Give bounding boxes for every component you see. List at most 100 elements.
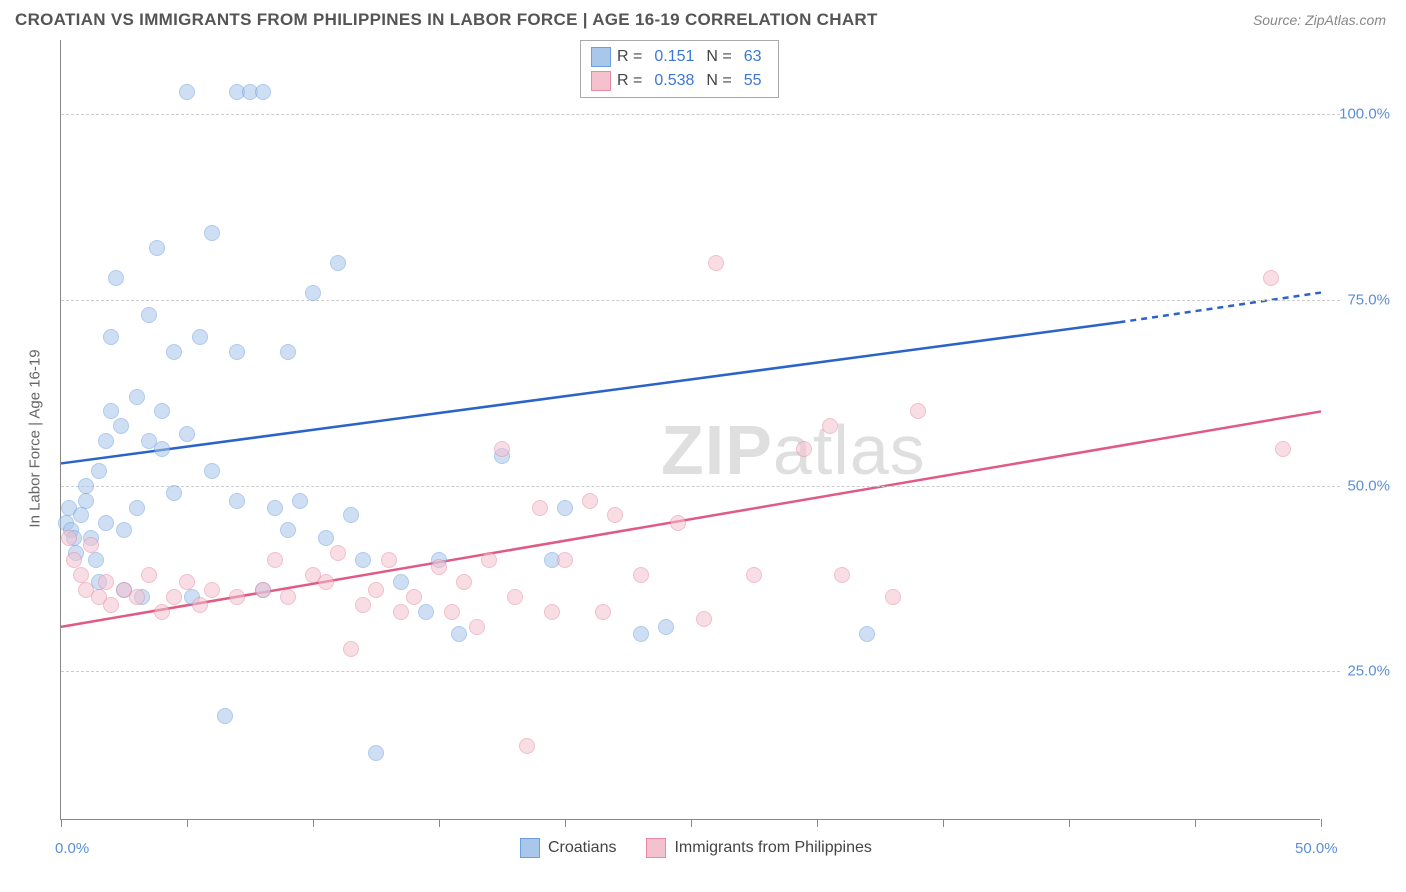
r-label: R = bbox=[617, 72, 642, 90]
data-point bbox=[91, 463, 107, 479]
data-point bbox=[406, 589, 422, 605]
x-axis-min-label: 0.0% bbox=[55, 840, 89, 857]
data-point bbox=[98, 515, 114, 531]
x-tick bbox=[439, 819, 440, 827]
stats-row: R =0.151N =63 bbox=[591, 45, 768, 69]
data-point bbox=[834, 567, 850, 583]
data-point bbox=[66, 552, 82, 568]
data-point bbox=[381, 552, 397, 568]
data-point bbox=[1263, 270, 1279, 286]
trend-line-extrapolated bbox=[1119, 293, 1321, 323]
r-value: 0.151 bbox=[648, 48, 700, 66]
gridline-h bbox=[61, 671, 1340, 672]
n-value: 55 bbox=[738, 72, 768, 90]
x-tick bbox=[817, 819, 818, 827]
data-point bbox=[129, 500, 145, 516]
data-point bbox=[141, 307, 157, 323]
data-point bbox=[179, 574, 195, 590]
data-point bbox=[330, 255, 346, 271]
data-point bbox=[179, 426, 195, 442]
chart-title: CROATIAN VS IMMIGRANTS FROM PHILIPPINES … bbox=[15, 10, 878, 30]
data-point bbox=[78, 478, 94, 494]
data-point bbox=[305, 285, 321, 301]
data-point bbox=[330, 545, 346, 561]
y-tick-label: 100.0% bbox=[1339, 106, 1390, 123]
data-point bbox=[108, 270, 124, 286]
data-point bbox=[418, 604, 434, 620]
data-point bbox=[456, 574, 472, 590]
data-point bbox=[696, 611, 712, 627]
data-point bbox=[204, 225, 220, 241]
data-point bbox=[229, 344, 245, 360]
y-tick-label: 50.0% bbox=[1347, 477, 1390, 494]
data-point bbox=[129, 589, 145, 605]
data-point bbox=[204, 463, 220, 479]
x-tick bbox=[1195, 819, 1196, 827]
r-label: R = bbox=[617, 48, 642, 66]
data-point bbox=[255, 84, 271, 100]
data-point bbox=[910, 403, 926, 419]
data-point bbox=[166, 485, 182, 501]
data-point bbox=[557, 500, 573, 516]
data-point bbox=[229, 589, 245, 605]
data-point bbox=[229, 493, 245, 509]
x-tick bbox=[1069, 819, 1070, 827]
data-point bbox=[166, 344, 182, 360]
plot-area: ZIPatlas 25.0%50.0%75.0%100.0% bbox=[60, 40, 1320, 820]
data-point bbox=[658, 619, 674, 635]
data-point bbox=[633, 567, 649, 583]
gridline-h bbox=[61, 486, 1340, 487]
data-point bbox=[481, 552, 497, 568]
data-point bbox=[393, 604, 409, 620]
data-point bbox=[154, 441, 170, 457]
data-point bbox=[582, 493, 598, 509]
data-point bbox=[318, 574, 334, 590]
data-point bbox=[355, 597, 371, 613]
data-point bbox=[355, 552, 371, 568]
data-point bbox=[103, 329, 119, 345]
data-point bbox=[154, 604, 170, 620]
watermark: ZIPatlas bbox=[661, 410, 926, 490]
data-point bbox=[292, 493, 308, 509]
x-tick bbox=[943, 819, 944, 827]
data-point bbox=[179, 84, 195, 100]
data-point bbox=[149, 240, 165, 256]
data-point bbox=[113, 418, 129, 434]
data-point bbox=[61, 530, 77, 546]
x-tick bbox=[187, 819, 188, 827]
data-point bbox=[88, 552, 104, 568]
n-label: N = bbox=[706, 72, 731, 90]
data-point bbox=[746, 567, 762, 583]
data-point bbox=[78, 493, 94, 509]
trend-line bbox=[61, 411, 1321, 626]
x-tick bbox=[691, 819, 692, 827]
legend-swatch bbox=[591, 71, 611, 91]
data-point bbox=[822, 418, 838, 434]
data-point bbox=[393, 574, 409, 590]
data-point bbox=[557, 552, 573, 568]
data-point bbox=[98, 433, 114, 449]
y-tick-label: 75.0% bbox=[1347, 292, 1390, 309]
n-value: 63 bbox=[738, 48, 768, 66]
data-point bbox=[451, 626, 467, 642]
data-point bbox=[368, 745, 384, 761]
source-attribution: Source: ZipAtlas.com bbox=[1253, 12, 1386, 28]
data-point bbox=[519, 738, 535, 754]
data-point bbox=[444, 604, 460, 620]
watermark-bold: ZIP bbox=[661, 411, 773, 489]
data-point bbox=[98, 574, 114, 590]
data-point bbox=[116, 522, 132, 538]
data-point bbox=[192, 597, 208, 613]
data-point bbox=[708, 255, 724, 271]
data-point bbox=[507, 589, 523, 605]
r-value: 0.538 bbox=[648, 72, 700, 90]
data-point bbox=[859, 626, 875, 642]
legend-label: Immigrants from Philippines bbox=[674, 839, 871, 857]
data-point bbox=[192, 329, 208, 345]
data-point bbox=[544, 604, 560, 620]
data-point bbox=[154, 403, 170, 419]
data-point bbox=[670, 515, 686, 531]
data-point bbox=[103, 597, 119, 613]
series-legend: CroatiansImmigrants from Philippines bbox=[520, 838, 872, 858]
y-axis-label: In Labor Force | Age 16-19 bbox=[27, 349, 44, 527]
